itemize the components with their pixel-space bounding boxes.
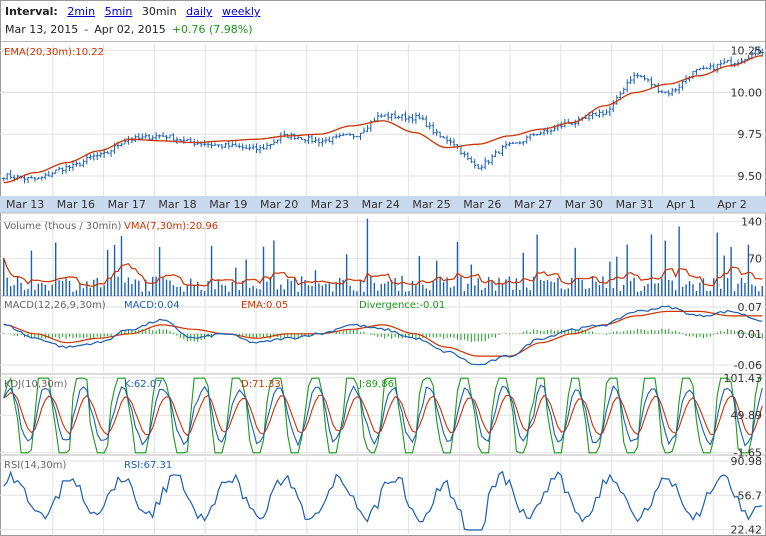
kdj-tick-label: 101.43 [724, 372, 763, 385]
interval-daily-link[interactable]: daily [186, 5, 213, 18]
date-tick-label: Mar 26 [463, 198, 501, 211]
interval-2min-link[interactable]: 2min [67, 5, 96, 18]
kdj-k-value-label: K:62.07 [124, 379, 163, 390]
volume-tick-label: 70 [748, 253, 762, 266]
volume-label: Volume (thous / 30min) [4, 221, 122, 232]
date-tick-label: Mar 23 [311, 198, 349, 211]
kdj-k-line [3, 384, 763, 447]
date-tick-label: Mar 13 [6, 198, 44, 211]
price-tick-label: 10.00 [731, 86, 763, 99]
date-tick-label: Apr 2 [717, 198, 747, 211]
kdj-panel-label: KDJ(10,30m) [4, 379, 67, 390]
vma-line [3, 257, 763, 287]
macd-ema-value-label: EMA:0.05 [241, 300, 288, 311]
macd-tick-label: 0.07 [738, 301, 763, 314]
price-tick-label: 9.50 [738, 170, 763, 183]
kdj-tick-label: 49.89 [731, 409, 763, 422]
price-change: +0.76 (7.98%) [171, 23, 253, 36]
kdj-d-value-label: D:71.33 [241, 379, 281, 390]
price-tick-label: 10.25 [731, 45, 763, 58]
date-tick-label: Mar 31 [616, 198, 654, 211]
rsi-tick-label: 56.7 [738, 489, 763, 502]
ema-line [3, 55, 763, 184]
date-tick-label: Mar 17 [108, 198, 146, 211]
rsi-panel-label: RSI(14,30m) [4, 460, 67, 471]
ema-label: EMA(20,30m):10.22 [4, 47, 104, 58]
macd-value-label: MACD:0.04 [124, 300, 180, 311]
date-axis-band [0, 196, 766, 213]
date-tick-label: Mar 16 [57, 198, 95, 211]
kdj-d-line [3, 391, 763, 437]
interval-bar: Interval: 2min 5min 30min daily weekly [5, 5, 260, 18]
date-tick-label: Apr 1 [666, 198, 696, 211]
interval-weekly-link[interactable]: weekly [221, 5, 261, 18]
macd-panel-label: MACD(12,26,9,30m) [4, 300, 106, 311]
macd-tick-label: -0.06 [734, 359, 762, 372]
rsi-line [3, 470, 763, 531]
interval-30min-current: 30min [141, 5, 177, 18]
date-tick-label: Mar 18 [158, 198, 196, 211]
rsi-tick-label: 90.98 [731, 455, 763, 468]
macd-tick-label: 0.01 [738, 328, 763, 341]
volume-tick-label: 140 [741, 215, 762, 228]
rsi-value-label: RSI:67.31 [124, 460, 172, 471]
kdj-j-value-label: J:89.86 [358, 379, 394, 390]
date-tick-label: Mar 20 [260, 198, 298, 211]
date-range-bar: Mar 13, 2015- Apr 02, 2015 +0.76 (7.98%) [5, 23, 252, 36]
macd-ema-line [3, 310, 763, 357]
vma-label: VMA(7,30m):20.96 [124, 221, 218, 232]
date-separator: - [84, 23, 89, 36]
date-tick-label: Mar 30 [565, 198, 603, 211]
kdj-j-line [3, 377, 763, 454]
date-to: Apr 02, 2015 [94, 23, 166, 36]
divergence-value-label: Divergence:-0.01 [359, 300, 445, 311]
date-tick-label: Mar 24 [362, 198, 400, 211]
interval-label: Interval: [5, 5, 58, 18]
macd-line [3, 305, 763, 366]
date-tick-label: Mar 27 [514, 198, 552, 211]
interval-5min-link[interactable]: 5min [104, 5, 133, 18]
rsi-tick-label: 22.42 [731, 524, 763, 536]
date-tick-label: Mar 25 [412, 198, 450, 211]
kdj-tick-label: -1.65 [734, 447, 762, 460]
price-tick-label: 9.75 [738, 128, 763, 141]
date-from: Mar 13, 2015 [5, 23, 79, 36]
date-tick-label: Mar 19 [209, 198, 247, 211]
header-divider [1, 41, 765, 42]
